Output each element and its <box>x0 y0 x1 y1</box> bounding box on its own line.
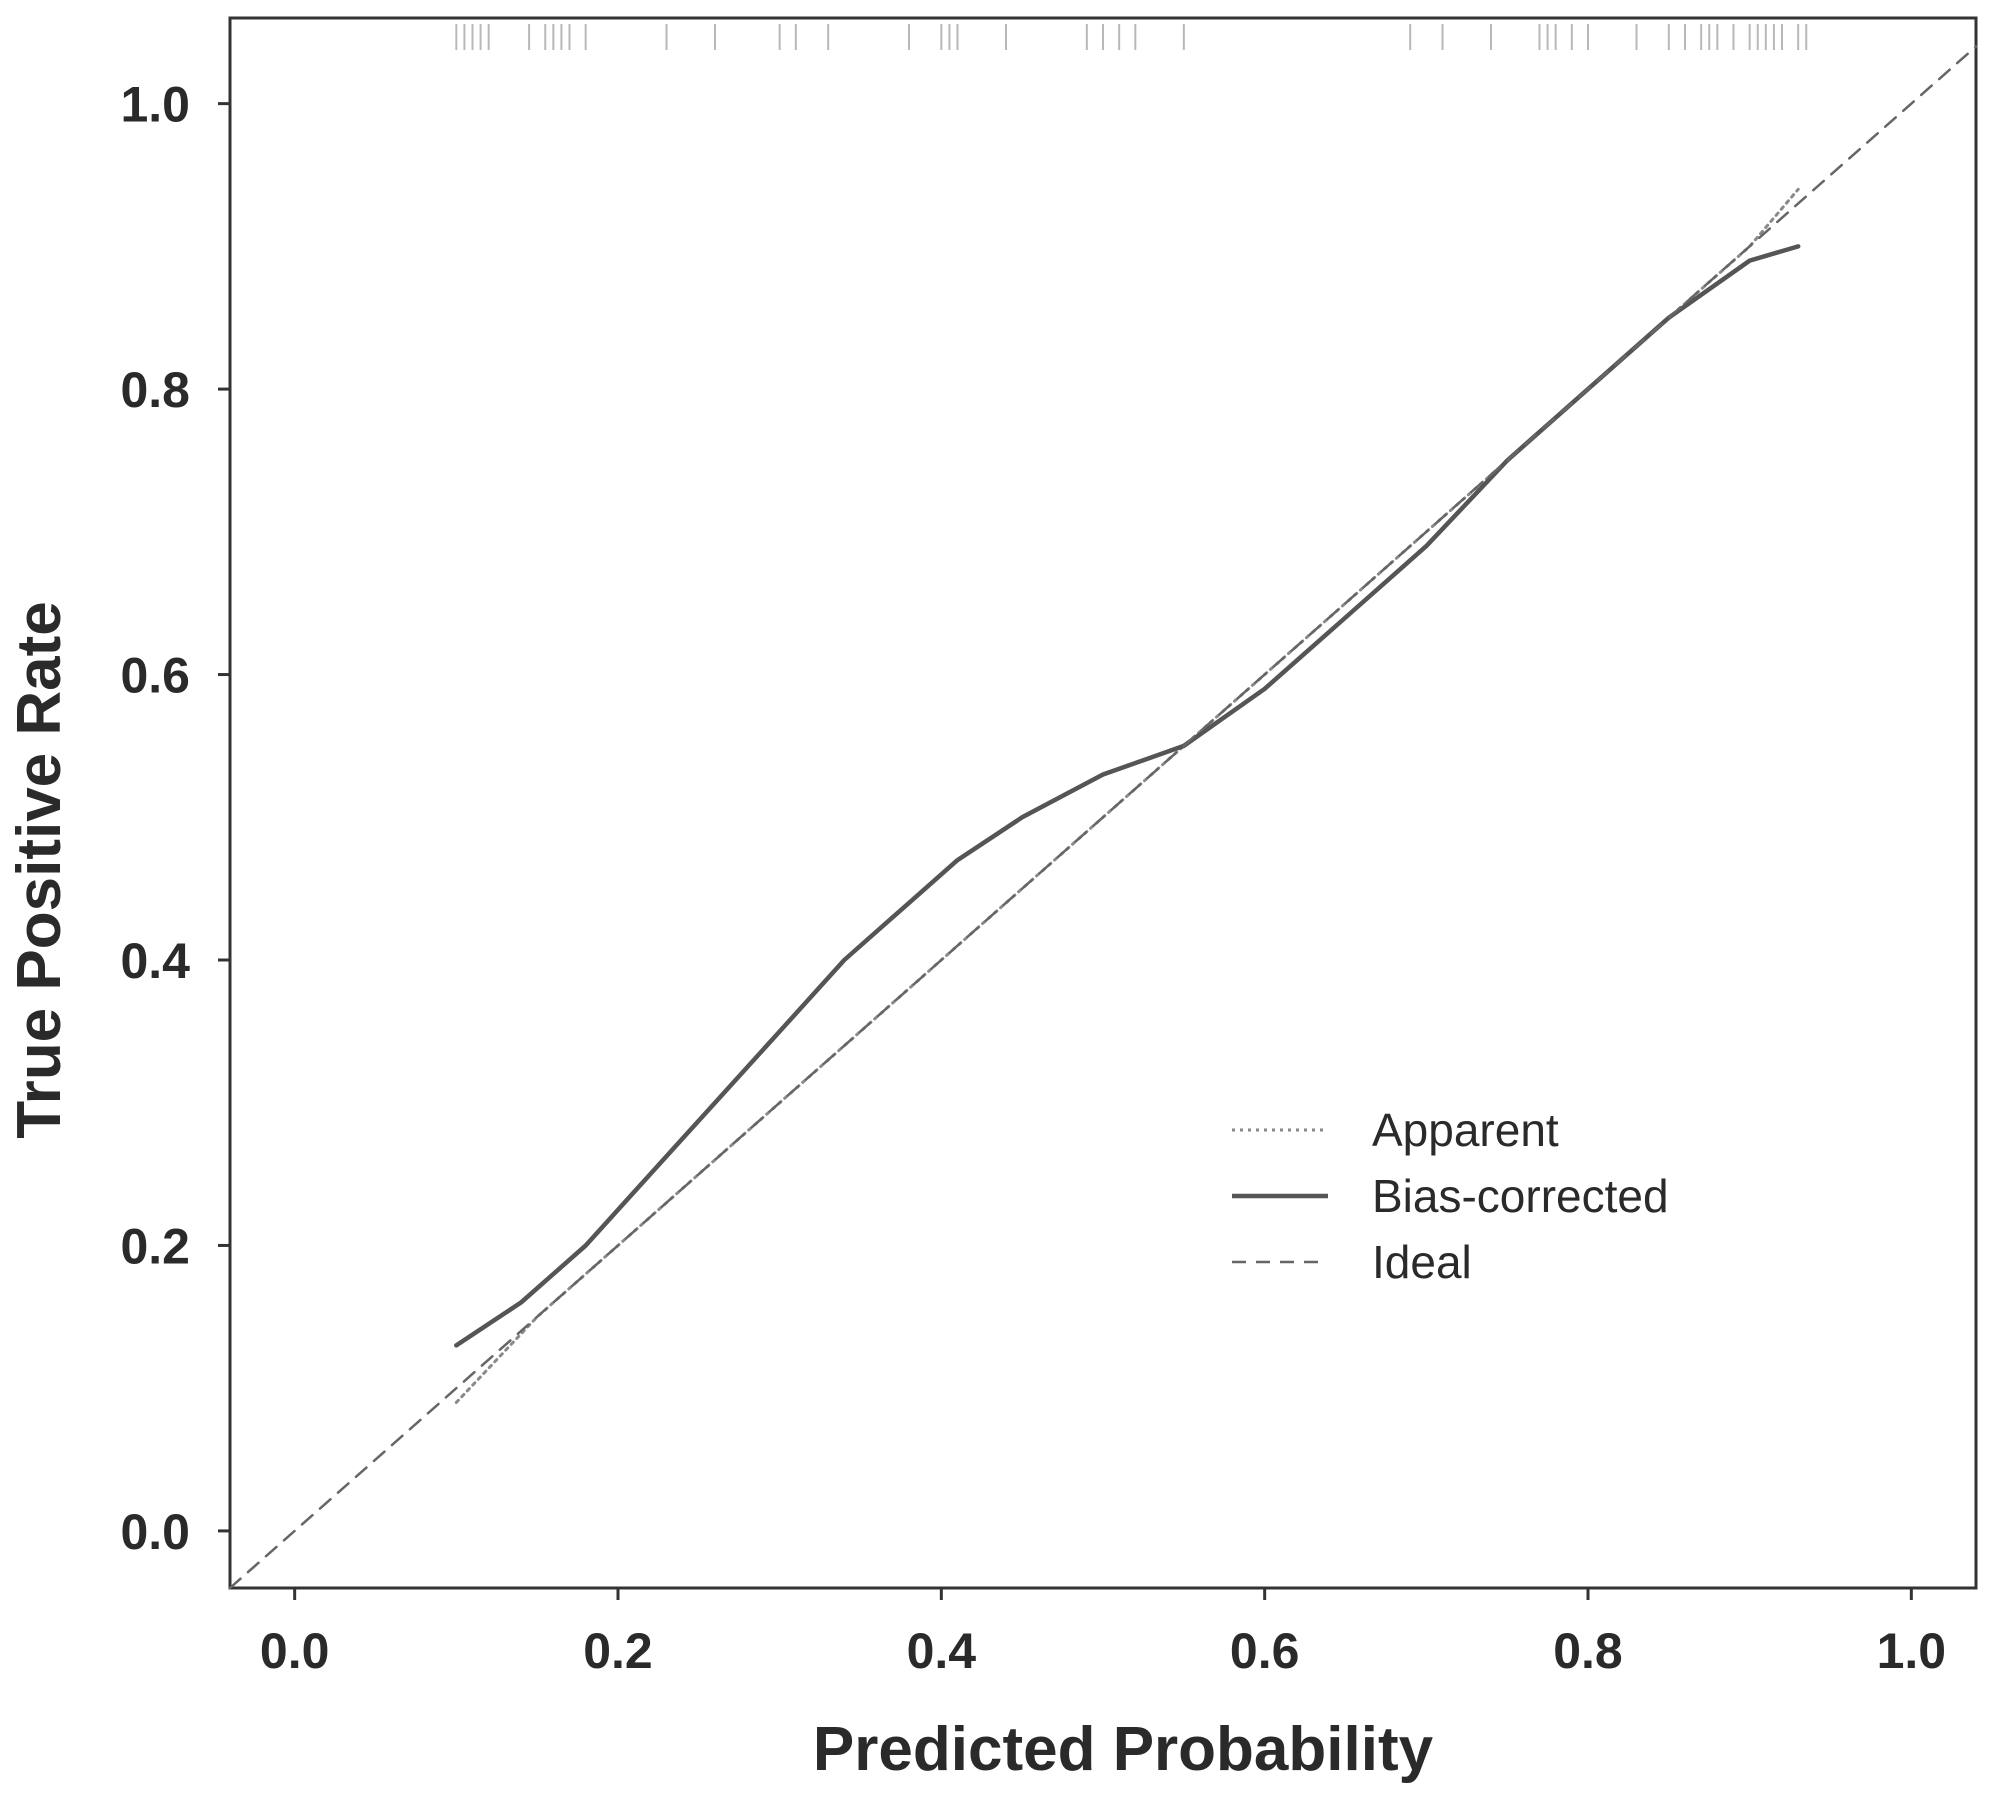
y-axis: 0.0 0.2 0.4 0.6 0.8 1.0 <box>120 77 230 1560</box>
y-axis-title: True Positive Rate <box>5 601 74 1139</box>
series-lines <box>228 45 1978 1590</box>
legend: Apparent Bias-corrected Ideal <box>1232 1104 1669 1288</box>
x-tick-label: 0.0 <box>260 1623 330 1679</box>
x-axis: 0.0 0.2 0.4 0.6 0.8 1.0 <box>260 1588 1946 1679</box>
rug-marks <box>455 24 1808 50</box>
x-tick-label: 0.8 <box>1553 1623 1623 1679</box>
legend-label: Apparent <box>1372 1104 1559 1156</box>
x-tick-label: 0.4 <box>907 1623 977 1679</box>
plot-frame <box>228 16 1978 1590</box>
y-tick-label: 1.0 <box>120 77 190 133</box>
legend-label: Bias-corrected <box>1372 1170 1669 1222</box>
x-axis-title: Predicted Probability <box>813 1715 1434 1784</box>
x-tick-label: 1.0 <box>1877 1623 1947 1679</box>
x-tick-label: 0.6 <box>1230 1623 1300 1679</box>
series-line-ideal <box>228 45 1978 1590</box>
legend-label: Ideal <box>1372 1236 1472 1288</box>
series-line-bias-corrected <box>454 244 1801 1348</box>
y-tick-label: 0.4 <box>120 933 190 989</box>
y-tick-label: 0.8 <box>120 362 190 418</box>
y-tick-label: 0.2 <box>120 1218 190 1274</box>
x-tick-label: 0.2 <box>583 1623 653 1679</box>
y-tick-label: 0.0 <box>120 1504 190 1560</box>
y-tick-label: 0.6 <box>120 648 190 704</box>
